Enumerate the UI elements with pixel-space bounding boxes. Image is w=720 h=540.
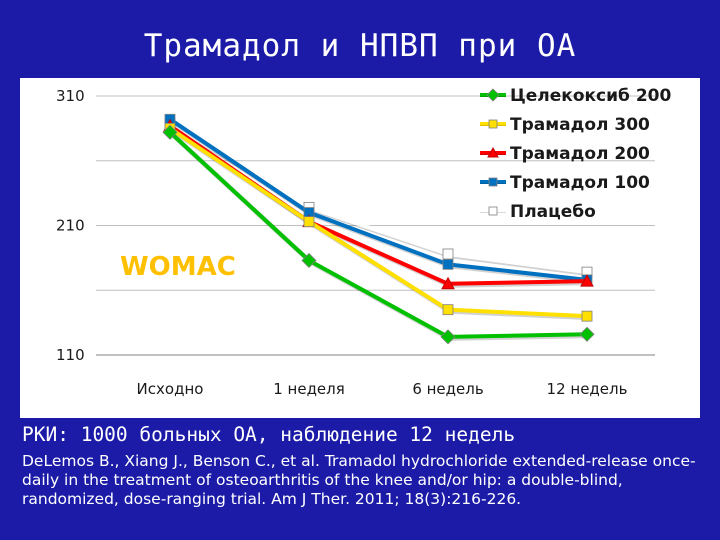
x-tick-label-3: 12 недель xyxy=(547,380,628,398)
series-0-point-0 xyxy=(162,124,178,140)
x-tick-label-0: Исходно xyxy=(137,380,204,398)
y-tick-label-2: 110 xyxy=(56,346,85,364)
series-1-point-2 xyxy=(442,304,454,316)
x-tick-label-1: 1 неделя xyxy=(273,380,345,398)
series-line-0 xyxy=(168,130,588,339)
series-0-point-3 xyxy=(579,326,595,342)
legend-marker-0 xyxy=(486,88,500,102)
legend-marker-3 xyxy=(488,177,498,187)
study-description: РКИ: 1000 больных ОА, наблюдение 12 неде… xyxy=(22,423,516,446)
series-line-3 xyxy=(168,117,588,282)
legend-label-4: Плацебо xyxy=(510,202,596,222)
series-0-point-1 xyxy=(301,252,317,269)
slide-title: Трамадол и НПВП при ОА xyxy=(143,28,577,64)
series-3-point-2 xyxy=(442,258,454,270)
womac-annotation: WOMAC xyxy=(120,252,236,282)
chart-panel: 310 210 110 Исходно 1 неделя 6 недель 12 недел… xyxy=(20,78,700,418)
x-tick-label-2: 6 недель xyxy=(412,380,483,398)
series-4-point-2 xyxy=(442,248,454,260)
legend-label-0: Целекоксиб 200 xyxy=(510,86,671,106)
y-tick-label-1: 210 xyxy=(56,217,85,235)
y-tick-label-0: 310 xyxy=(56,87,85,105)
line-chart: 310 210 110 Исходно 1 неделя 6 недель 12 недел… xyxy=(56,86,671,398)
series-line-1 xyxy=(168,126,588,319)
legend-marker-1 xyxy=(488,119,498,129)
legend-marker-4 xyxy=(488,206,498,216)
series-1-point-3 xyxy=(581,310,593,322)
legend-label-3: Трамадол 100 xyxy=(510,173,650,193)
citation-text: DeLemos B., Xiang J., Benson C., et al. … xyxy=(22,452,696,508)
series-1-point-1 xyxy=(303,216,315,228)
series-2-point-2 xyxy=(441,276,455,290)
series-0-point-2 xyxy=(440,329,456,345)
series-2-point-3 xyxy=(580,274,594,287)
legend-label-1: Трамадол 300 xyxy=(510,115,650,135)
legend-marker-2 xyxy=(487,146,499,158)
legend-label-2: Трамадол 200 xyxy=(510,144,650,164)
